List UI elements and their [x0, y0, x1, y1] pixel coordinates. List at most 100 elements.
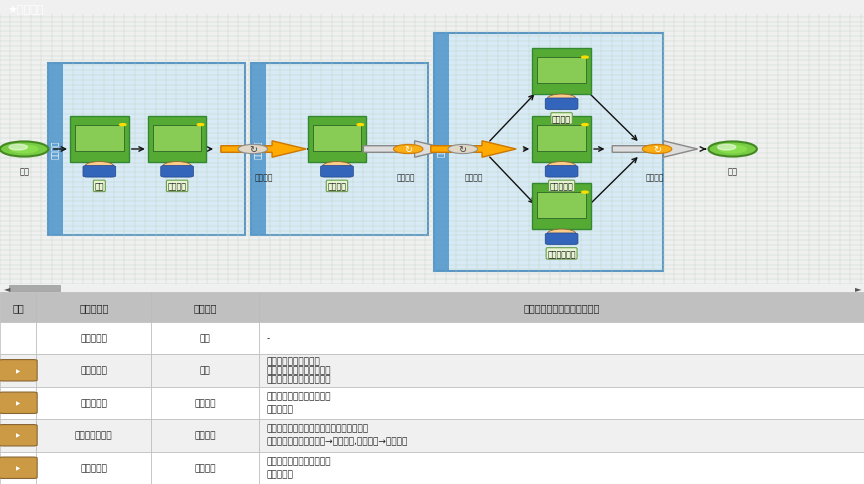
- FancyBboxPatch shape: [537, 126, 586, 151]
- Text: 分岐終了: 分岐終了: [645, 173, 664, 182]
- Text: 開始: 開始: [200, 333, 211, 343]
- Circle shape: [548, 162, 575, 171]
- FancyBboxPatch shape: [36, 322, 151, 354]
- Text: ★空路申請: ★空路申請: [7, 5, 43, 15]
- Text: ↻: ↻: [459, 145, 467, 155]
- Text: 上長承認: 上長承認: [168, 182, 187, 191]
- FancyBboxPatch shape: [434, 34, 449, 271]
- FancyBboxPatch shape: [532, 184, 591, 230]
- Text: 承認ノード: 承認ノード: [80, 463, 107, 472]
- FancyBboxPatch shape: [259, 419, 864, 452]
- FancyBboxPatch shape: [0, 292, 36, 322]
- Text: 信用調査: 信用調査: [194, 463, 216, 472]
- Circle shape: [10, 145, 39, 154]
- FancyBboxPatch shape: [0, 387, 36, 419]
- Text: 承認ノード: 承認ノード: [80, 398, 107, 408]
- Circle shape: [548, 229, 575, 239]
- Circle shape: [581, 124, 588, 126]
- FancyBboxPatch shape: [259, 452, 864, 484]
- Text: ▶: ▶: [16, 433, 20, 438]
- Text: 開始: 開始: [19, 166, 29, 176]
- Text: ▶: ▶: [16, 465, 20, 470]
- FancyBboxPatch shape: [151, 387, 259, 419]
- Text: ▶: ▶: [16, 368, 20, 373]
- FancyBboxPatch shape: [151, 322, 259, 354]
- FancyBboxPatch shape: [36, 292, 151, 322]
- Text: 分岐開始: 分岐開始: [464, 173, 483, 182]
- Circle shape: [323, 162, 351, 171]
- FancyBboxPatch shape: [0, 419, 36, 452]
- FancyBboxPatch shape: [259, 322, 864, 354]
- Text: 上長承認: 上長承認: [194, 398, 216, 408]
- FancyBboxPatch shape: [0, 452, 36, 484]
- Circle shape: [708, 142, 757, 157]
- FancyBboxPatch shape: [251, 63, 428, 236]
- Text: 決裁: 決裁: [437, 148, 446, 157]
- FancyBboxPatch shape: [161, 166, 194, 178]
- FancyBboxPatch shape: [36, 452, 151, 484]
- Text: ▶: ▶: [16, 400, 20, 406]
- Polygon shape: [221, 141, 306, 158]
- Circle shape: [448, 145, 478, 154]
- Text: 社長決裁: 社長決裁: [552, 115, 571, 123]
- Circle shape: [717, 145, 736, 151]
- FancyBboxPatch shape: [151, 419, 259, 452]
- FancyBboxPatch shape: [545, 233, 578, 245]
- Polygon shape: [613, 141, 697, 158]
- Text: ◄: ◄: [4, 284, 11, 293]
- FancyBboxPatch shape: [83, 166, 116, 178]
- Text: 分岐開始: 分岐開始: [194, 431, 216, 440]
- FancyBboxPatch shape: [259, 387, 864, 419]
- Polygon shape: [431, 141, 516, 158]
- Text: ↻: ↻: [249, 145, 257, 155]
- Text: 申請ノード: 申請ノード: [80, 366, 107, 375]
- Circle shape: [0, 142, 48, 157]
- FancyBboxPatch shape: [0, 424, 37, 446]
- Text: 事業部長決裁: 事業部長決裁: [548, 249, 575, 258]
- Text: ↻: ↻: [653, 145, 661, 155]
- Text: 終了: 終了: [727, 166, 738, 176]
- FancyBboxPatch shape: [36, 354, 151, 387]
- FancyBboxPatch shape: [537, 59, 586, 84]
- Text: 標準から変更された設定内容: 標準から変更された設定内容: [524, 302, 600, 312]
- Text: 否認：無効: 否認：無効: [266, 469, 293, 478]
- Text: -: -: [266, 333, 270, 343]
- Text: 処理名（申請）：申請: 処理名（申請）：申請: [266, 356, 320, 365]
- Circle shape: [119, 124, 126, 126]
- Circle shape: [718, 145, 747, 154]
- Circle shape: [85, 162, 114, 171]
- FancyBboxPatch shape: [48, 63, 63, 236]
- FancyBboxPatch shape: [532, 49, 591, 95]
- FancyBboxPatch shape: [321, 166, 353, 178]
- FancyBboxPatch shape: [537, 193, 586, 219]
- Circle shape: [238, 145, 268, 154]
- Polygon shape: [364, 141, 448, 158]
- FancyBboxPatch shape: [148, 117, 206, 163]
- FancyBboxPatch shape: [9, 286, 60, 291]
- FancyBboxPatch shape: [259, 292, 864, 322]
- Text: ノード種別: ノード種別: [79, 302, 108, 312]
- FancyBboxPatch shape: [0, 322, 36, 354]
- Text: ►: ►: [854, 284, 861, 293]
- FancyBboxPatch shape: [0, 392, 37, 414]
- FancyBboxPatch shape: [75, 126, 124, 151]
- Text: 法務部門: 法務部門: [254, 140, 263, 159]
- FancyBboxPatch shape: [434, 34, 663, 271]
- Circle shape: [9, 145, 28, 151]
- Text: 分岐開始: 分岐開始: [254, 173, 273, 182]
- FancyBboxPatch shape: [0, 457, 37, 479]
- Text: 処理名（再申請）：再申請: 処理名（再申請）：再申請: [266, 365, 331, 375]
- Circle shape: [393, 145, 423, 154]
- Text: 処理名（承認）：信用調査: 処理名（承認）：信用調査: [266, 456, 331, 465]
- Circle shape: [357, 124, 364, 126]
- Text: 分岐終了: 分岐終了: [397, 173, 416, 182]
- Text: ノード名: ノード名: [194, 302, 217, 312]
- FancyBboxPatch shape: [532, 117, 591, 163]
- FancyBboxPatch shape: [153, 126, 201, 151]
- FancyBboxPatch shape: [36, 387, 151, 419]
- Text: ↻: ↻: [404, 145, 412, 155]
- Text: 否認：無効: 否認：無効: [266, 404, 293, 413]
- Text: 分岐開始方法：ルール定義で分岐開始する: 分岐開始方法：ルール定義で分岐開始する: [266, 424, 368, 433]
- FancyBboxPatch shape: [151, 452, 259, 484]
- Circle shape: [581, 57, 588, 59]
